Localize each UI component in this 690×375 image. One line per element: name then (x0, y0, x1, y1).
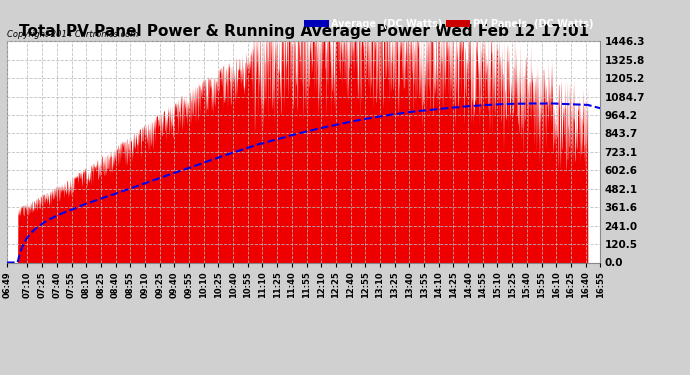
Title: Total PV Panel Power & Running Average Power Wed Feb 12 17:01: Total PV Panel Power & Running Average P… (19, 24, 589, 39)
Legend: Average  (DC Watts), PV Panels  (DC Watts): Average (DC Watts), PV Panels (DC Watts) (302, 17, 595, 31)
Text: Copyright 2014 Cartronics.com: Copyright 2014 Cartronics.com (7, 30, 138, 39)
